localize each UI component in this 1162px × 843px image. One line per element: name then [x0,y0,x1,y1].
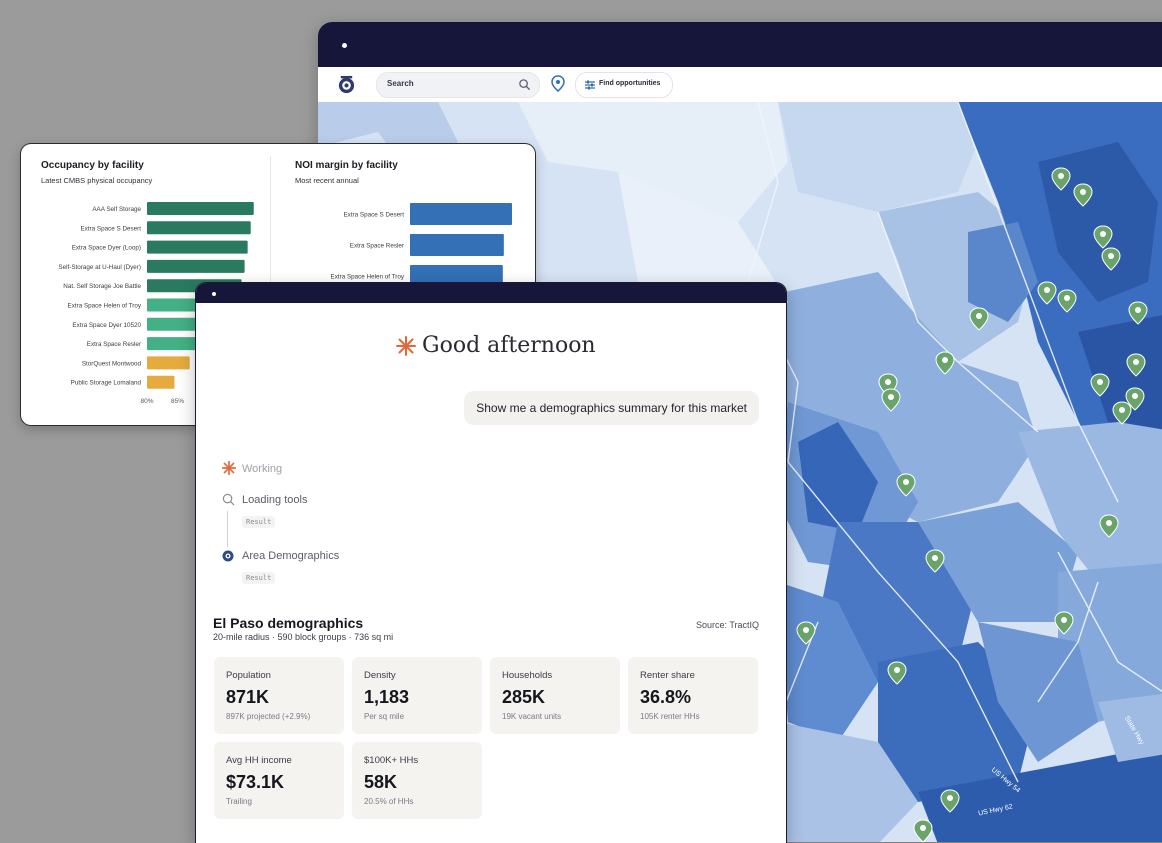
category-label: Extra Space Helen of Troy [331,274,405,281]
stat-card-households: Households 285K 19K vacant units [490,657,620,734]
area-demographics-result-chip[interactable]: Result [242,572,276,584]
demographics-source: Source: TractIQ [695,620,759,630]
occupancy-chart-title: Occupancy by facility [41,160,144,171]
find-opportunities-button[interactable]: Find opportunities [575,72,673,98]
category-label: Extra Space S Desert [80,225,141,232]
stat-card-renter-share: Renter share 36.8% 105K renter HHs [628,657,758,734]
stat-label: Density [364,670,396,681]
demographics-title: El Paso demographics [213,615,364,631]
stat-note: 897K projected (+2.9%) [226,712,311,721]
stat-label: Population [226,670,271,681]
working-sparkle-icon [222,461,236,475]
stat-value: 871K [226,687,270,707]
user-message-bubble: Show me a demographics summary for this … [464,391,759,425]
step-connector [227,511,228,547]
stat-card-avg-hh-income: Avg HH income $73.1K Trailing [214,742,344,819]
demographics-subtitle: 20-mile radius · 590 block groups · 736 … [213,632,394,642]
app-logo-icon[interactable] [337,75,356,94]
tick-label: 85% [171,398,184,405]
stat-card-population: Population 871K 897K projected (+2.9%) [214,657,344,734]
stat-label: $100K+ HHs [364,755,419,766]
search-icon[interactable] [518,78,531,91]
noi-chart-subtitle: Most recent annual [295,176,359,185]
app-logo-icon [222,550,234,562]
greeting-text: Good afternoon [422,333,596,358]
stat-card-density: Density 1,183 Per sq mile [352,657,482,734]
stat-note: Trailing [226,797,252,806]
bar[interactable] [147,240,248,254]
filter-sliders-icon [585,80,595,90]
stat-label: Households [502,670,553,681]
sparkle-icon [396,336,416,356]
category-label: Extra Space Resler [87,341,141,348]
user-message-text: Show me a demographics summary for this … [476,401,747,415]
stat-value: 36.8% [640,687,692,707]
search-input[interactable]: Search [376,72,540,98]
stat-note: 105K renter HHs [640,712,700,721]
bar[interactable] [410,203,512,225]
bar[interactable] [147,221,251,235]
map-titlebar [318,22,1162,67]
area-demographics-step[interactable]: Area Demographics [242,550,340,562]
search-placeholder: Search [387,79,414,88]
map-toolbar: Search Find opportunities [318,67,1162,103]
noi-chart-title: NOI margin by facility [295,160,398,171]
bar[interactable] [410,234,504,256]
stat-note: 20.5% of HHs [364,797,414,806]
category-label: Extra Space Dyer (Loop) [72,245,141,252]
stat-value: 1,183 [364,687,410,707]
window-dot [212,292,216,296]
stat-value: 285K [502,687,546,707]
location-pin-icon[interactable] [550,75,566,93]
tick-label: 80% [140,398,153,405]
loading-tools-step[interactable]: Loading tools [242,494,308,506]
category-label: Extra Space S Desert [343,212,404,219]
bar[interactable] [147,375,175,389]
category-label: Nat. Self Storage Joe Battle [63,283,141,290]
stat-note: Per sq mile [364,712,405,721]
category-label: AAA Self Storage [92,206,141,213]
category-label: Extra Space Helen of Troy [68,303,142,310]
find-opportunities-label: Find opportunities [599,80,661,87]
assistant-chat-window: Good afternoon Show me a demographics su… [196,283,786,843]
window-dot [342,43,347,48]
bar[interactable] [147,202,254,215]
working-status: Working [242,463,283,475]
loading-tools-result-chip[interactable]: Result [242,516,276,528]
chat-titlebar [196,283,786,303]
noi-bar-chart: Extra Space S Desert Extra Space Resler Ex… [331,203,512,287]
bar[interactable] [147,356,190,370]
stat-value: 58K [364,772,398,792]
category-label: Self-Storage at U-Haul (Dyer) [58,264,141,271]
stat-note: 19K vacant units [502,712,562,721]
stat-label: Renter share [640,670,695,681]
category-label: Extra Space Dyer 10520 [72,322,141,329]
category-label: Extra Space Resler [350,243,404,250]
bar[interactable] [147,259,245,273]
category-label: Public Storage Lomaland [71,380,142,387]
occupancy-chart-subtitle: Latest CMBS physical occupancy [41,176,153,185]
stat-label: Avg HH income [226,755,292,766]
bar[interactable] [410,265,503,287]
search-icon [222,493,235,506]
stat-value: $73.1K [226,772,285,792]
category-label: StorQuest Montwood [82,360,142,367]
stat-card-100k-hhs: $100K+ HHs 58K 20.5% of HHs [352,742,482,819]
